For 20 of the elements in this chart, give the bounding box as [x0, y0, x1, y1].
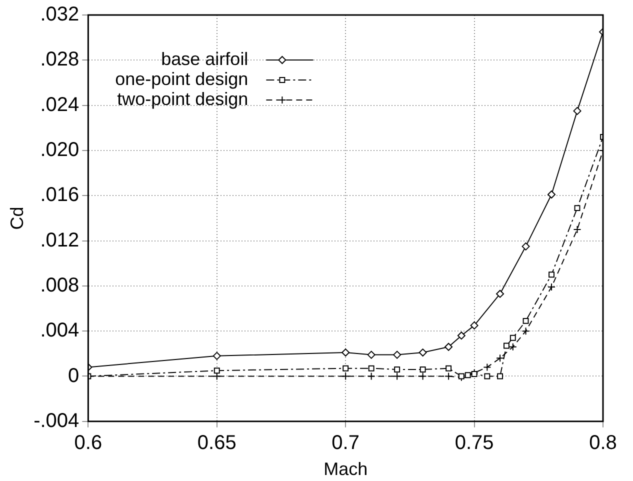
y-tick-label: .024 — [40, 94, 80, 116]
y-tick-label: .012 — [40, 229, 80, 252]
x-tick-label: 0.65 — [197, 432, 236, 454]
y-tick-label: .032 — [40, 4, 80, 26]
x-tick-label: 0.7 — [332, 432, 360, 454]
y-tick-label: .016 — [40, 184, 80, 206]
y-axis-title: Cd — [6, 206, 27, 230]
y-tick-label: .004 — [40, 320, 80, 342]
y-tick-label: -.004 — [34, 410, 80, 432]
y-tick-label: .008 — [40, 274, 80, 296]
legend-label: one-point design — [115, 68, 248, 89]
x-tick-label: 0.8 — [589, 432, 617, 454]
legend-label: two-point design — [117, 88, 248, 109]
y-tick-label: .020 — [40, 138, 80, 161]
y-tick-label: 0 — [68, 364, 80, 387]
x-tick-label: 0.6 — [74, 432, 102, 454]
y-tick-label: .028 — [40, 48, 80, 71]
x-tick-label: 0.75 — [454, 432, 494, 454]
legend-label: base airfoil — [161, 48, 248, 69]
x-axis-title: Mach — [324, 459, 368, 480]
